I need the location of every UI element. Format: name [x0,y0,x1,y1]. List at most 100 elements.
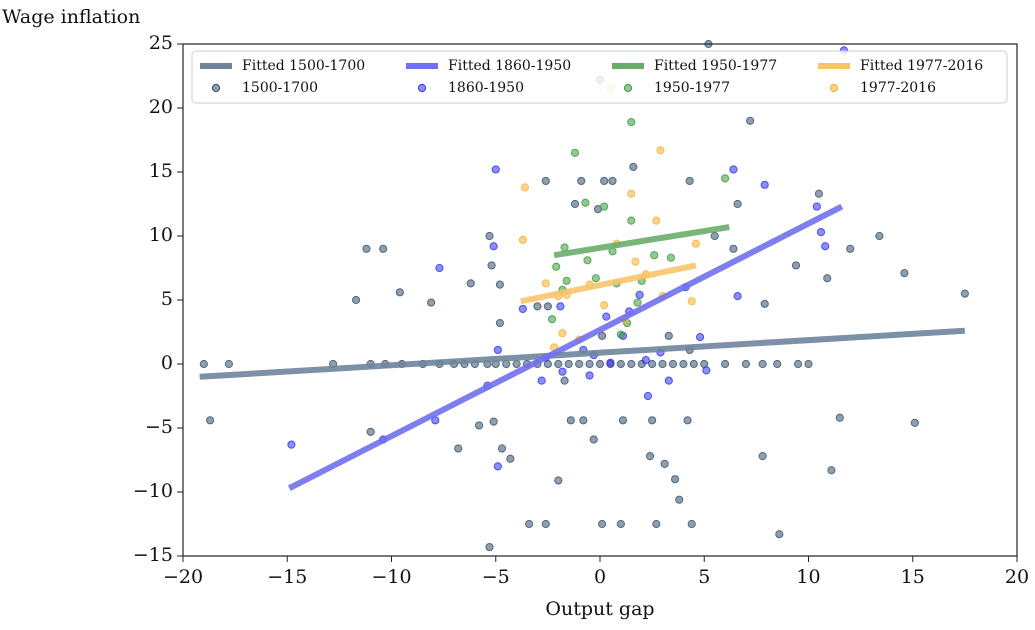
scatter-point [224,359,233,369]
scatter-point [435,263,444,273]
x-tick-label: 10 [796,566,820,588]
scatter-point [641,356,650,365]
scatter-point [560,243,569,252]
scatter-point [695,333,705,342]
scatter-point [660,459,669,468]
plot-area [199,39,969,552]
scatter-point [560,376,569,385]
scatter-point [541,279,550,288]
scatter-point [533,302,542,311]
y-axis-label: Wage inflation [2,6,140,28]
scatter-point [821,242,830,251]
y-tick-label: 0 [161,352,173,374]
scatter-point [474,421,484,430]
scatter-point [497,444,507,453]
scatter-point [556,302,565,311]
scatter-point [570,199,580,209]
y-tick-label: 5 [161,288,173,310]
legend-label: Fitted 1500-1700 [242,58,365,74]
scatter-point [775,530,784,539]
scatter-point [702,366,711,375]
scatter-point [600,202,609,211]
legend-box [191,50,1008,104]
legend-label: 1500-1700 [242,80,318,96]
scatter-point [650,251,659,260]
scatter-point [733,199,742,209]
scatter-point [591,274,600,283]
scatter-point [495,318,505,328]
scatter-point [910,418,919,427]
legend-label: Fitted 1977-2016 [860,58,983,74]
scatter-point [670,475,680,484]
scatter-point [597,331,607,340]
fitted-line [199,327,966,380]
legend-label: 1950-1977 [654,80,730,96]
scatter-point [773,359,782,369]
scatter-point [793,359,803,369]
scatter-point [602,312,611,321]
scatter-point [733,292,742,301]
scatter-point [520,183,530,192]
scatter-point [206,416,215,425]
scatter-point [816,228,826,237]
scatter-point [585,359,594,369]
scatter-point [683,416,692,425]
fitted-line [287,203,844,491]
scatter-point [351,295,361,305]
scatter-point [664,376,673,385]
scatter-point [581,198,590,207]
scatter-point [554,359,563,369]
scatter-point [710,231,719,241]
scatter-point [664,331,673,340]
fitted-line [520,262,697,305]
scatter-point [658,359,667,369]
legend-label: 1977-2016 [860,80,936,96]
scatter-point [575,359,584,369]
scatter-point [600,176,609,186]
scatter-point [547,315,557,324]
legend-label: 1860-1950 [448,80,524,96]
scatter-point [495,280,505,289]
scatter-point [721,174,730,183]
scatter-point [729,244,738,253]
scatter-point [566,416,575,425]
scatter-point [608,176,617,186]
scatter-point [395,288,404,297]
scatter-point [579,416,588,425]
scatter-point [729,165,738,174]
scatter-point [558,367,567,376]
scatter-point [287,440,296,449]
scatter-point [485,542,494,552]
scatter-point [537,376,546,385]
scatter-point [827,466,836,475]
x-tick-label: 5 [698,566,710,588]
scatter-point [666,253,675,262]
legend: Fitted 1500-1700 1500-1700 Fitted 1860-195… [191,50,1008,104]
scatter-point [804,359,813,369]
scatter-point [656,146,665,155]
scatter-point [618,416,628,425]
scatter-point [543,302,552,311]
scatter-point [687,519,696,529]
scatter-point [585,371,594,380]
scatter-point [631,257,640,266]
scatter-point [606,358,615,367]
scatter-point [629,162,638,171]
scatter-point [652,519,661,529]
scatter-point [493,345,502,355]
scatter-point [823,274,832,283]
scatter-point [379,244,388,253]
scatter-point [814,189,824,198]
x-tick-label: 0 [594,566,606,588]
scatter-point [875,231,884,241]
scatter-point [595,359,605,369]
scatter-point [466,279,475,288]
scatter-point [616,519,625,529]
scatter-point [812,202,821,211]
scatter-point [627,216,636,225]
scatter-point [366,427,375,436]
scatter-point [648,359,657,369]
scatter-point [679,359,688,369]
scatter-point [746,116,755,125]
